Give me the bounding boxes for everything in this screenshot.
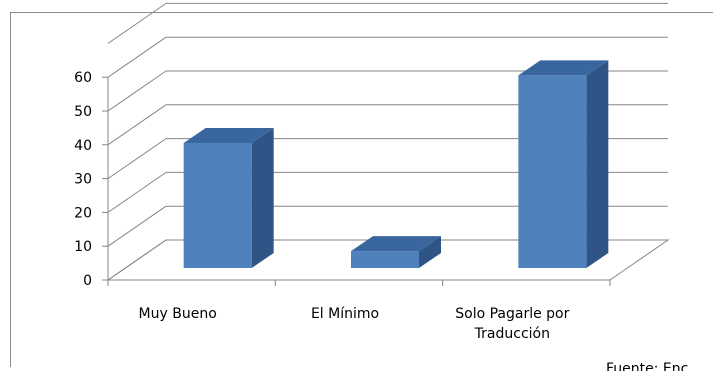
x-category-label-line: Solo Pagarle por: [455, 306, 569, 322]
axes: [102, 76, 611, 286]
x-category-labels: Muy Bueno El Mínimo Solo Pagarle por Traduc…: [139, 306, 570, 342]
y-tick-label: 10: [74, 239, 92, 255]
bars: [183, 60, 609, 269]
x-category-label: Muy Bueno: [139, 306, 217, 322]
y-tick-label: 0: [83, 273, 92, 289]
source-note: Fuente: Enc: [606, 361, 688, 371]
bar-front: [351, 251, 419, 268]
x-category-label-line: Muy Bueno: [139, 306, 217, 322]
y-tick-label: 30: [74, 172, 92, 188]
bar-front: [518, 75, 587, 268]
wall-gridline: [107, 2, 167, 44]
y-tick-labels: 0 10 20 30 40 50 60: [74, 70, 92, 289]
y-tick-label: 40: [74, 138, 92, 154]
y-tick-label: 50: [74, 104, 92, 120]
x-category-label: Solo Pagarle por Traducción: [455, 306, 569, 342]
bar-top: [183, 127, 274, 143]
chart-frame: [10, 12, 713, 367]
bar-top: [518, 60, 609, 76]
bar: [518, 60, 609, 269]
bar: [351, 236, 441, 268]
bar: [183, 127, 274, 268]
bar-side: [586, 60, 609, 269]
wall-gridline: [107, 104, 167, 146]
bar-top: [351, 236, 441, 252]
bar-front: [183, 142, 252, 268]
y-tick-label: 60: [74, 70, 92, 86]
x-category-label: El Mínimo: [311, 306, 379, 322]
x-category-label-line: El Mínimo: [311, 306, 379, 322]
wall-gridline: [107, 138, 167, 180]
bar-side: [419, 236, 441, 268]
wall-gridline: [107, 36, 167, 78]
wall-gridline: [107, 70, 167, 112]
x-category-label-line: Traducción: [474, 326, 550, 342]
wall-gridline: [107, 171, 167, 213]
wall-gridline: [107, 205, 167, 247]
bar-side: [251, 127, 274, 268]
y-tick-label: 20: [74, 205, 92, 221]
